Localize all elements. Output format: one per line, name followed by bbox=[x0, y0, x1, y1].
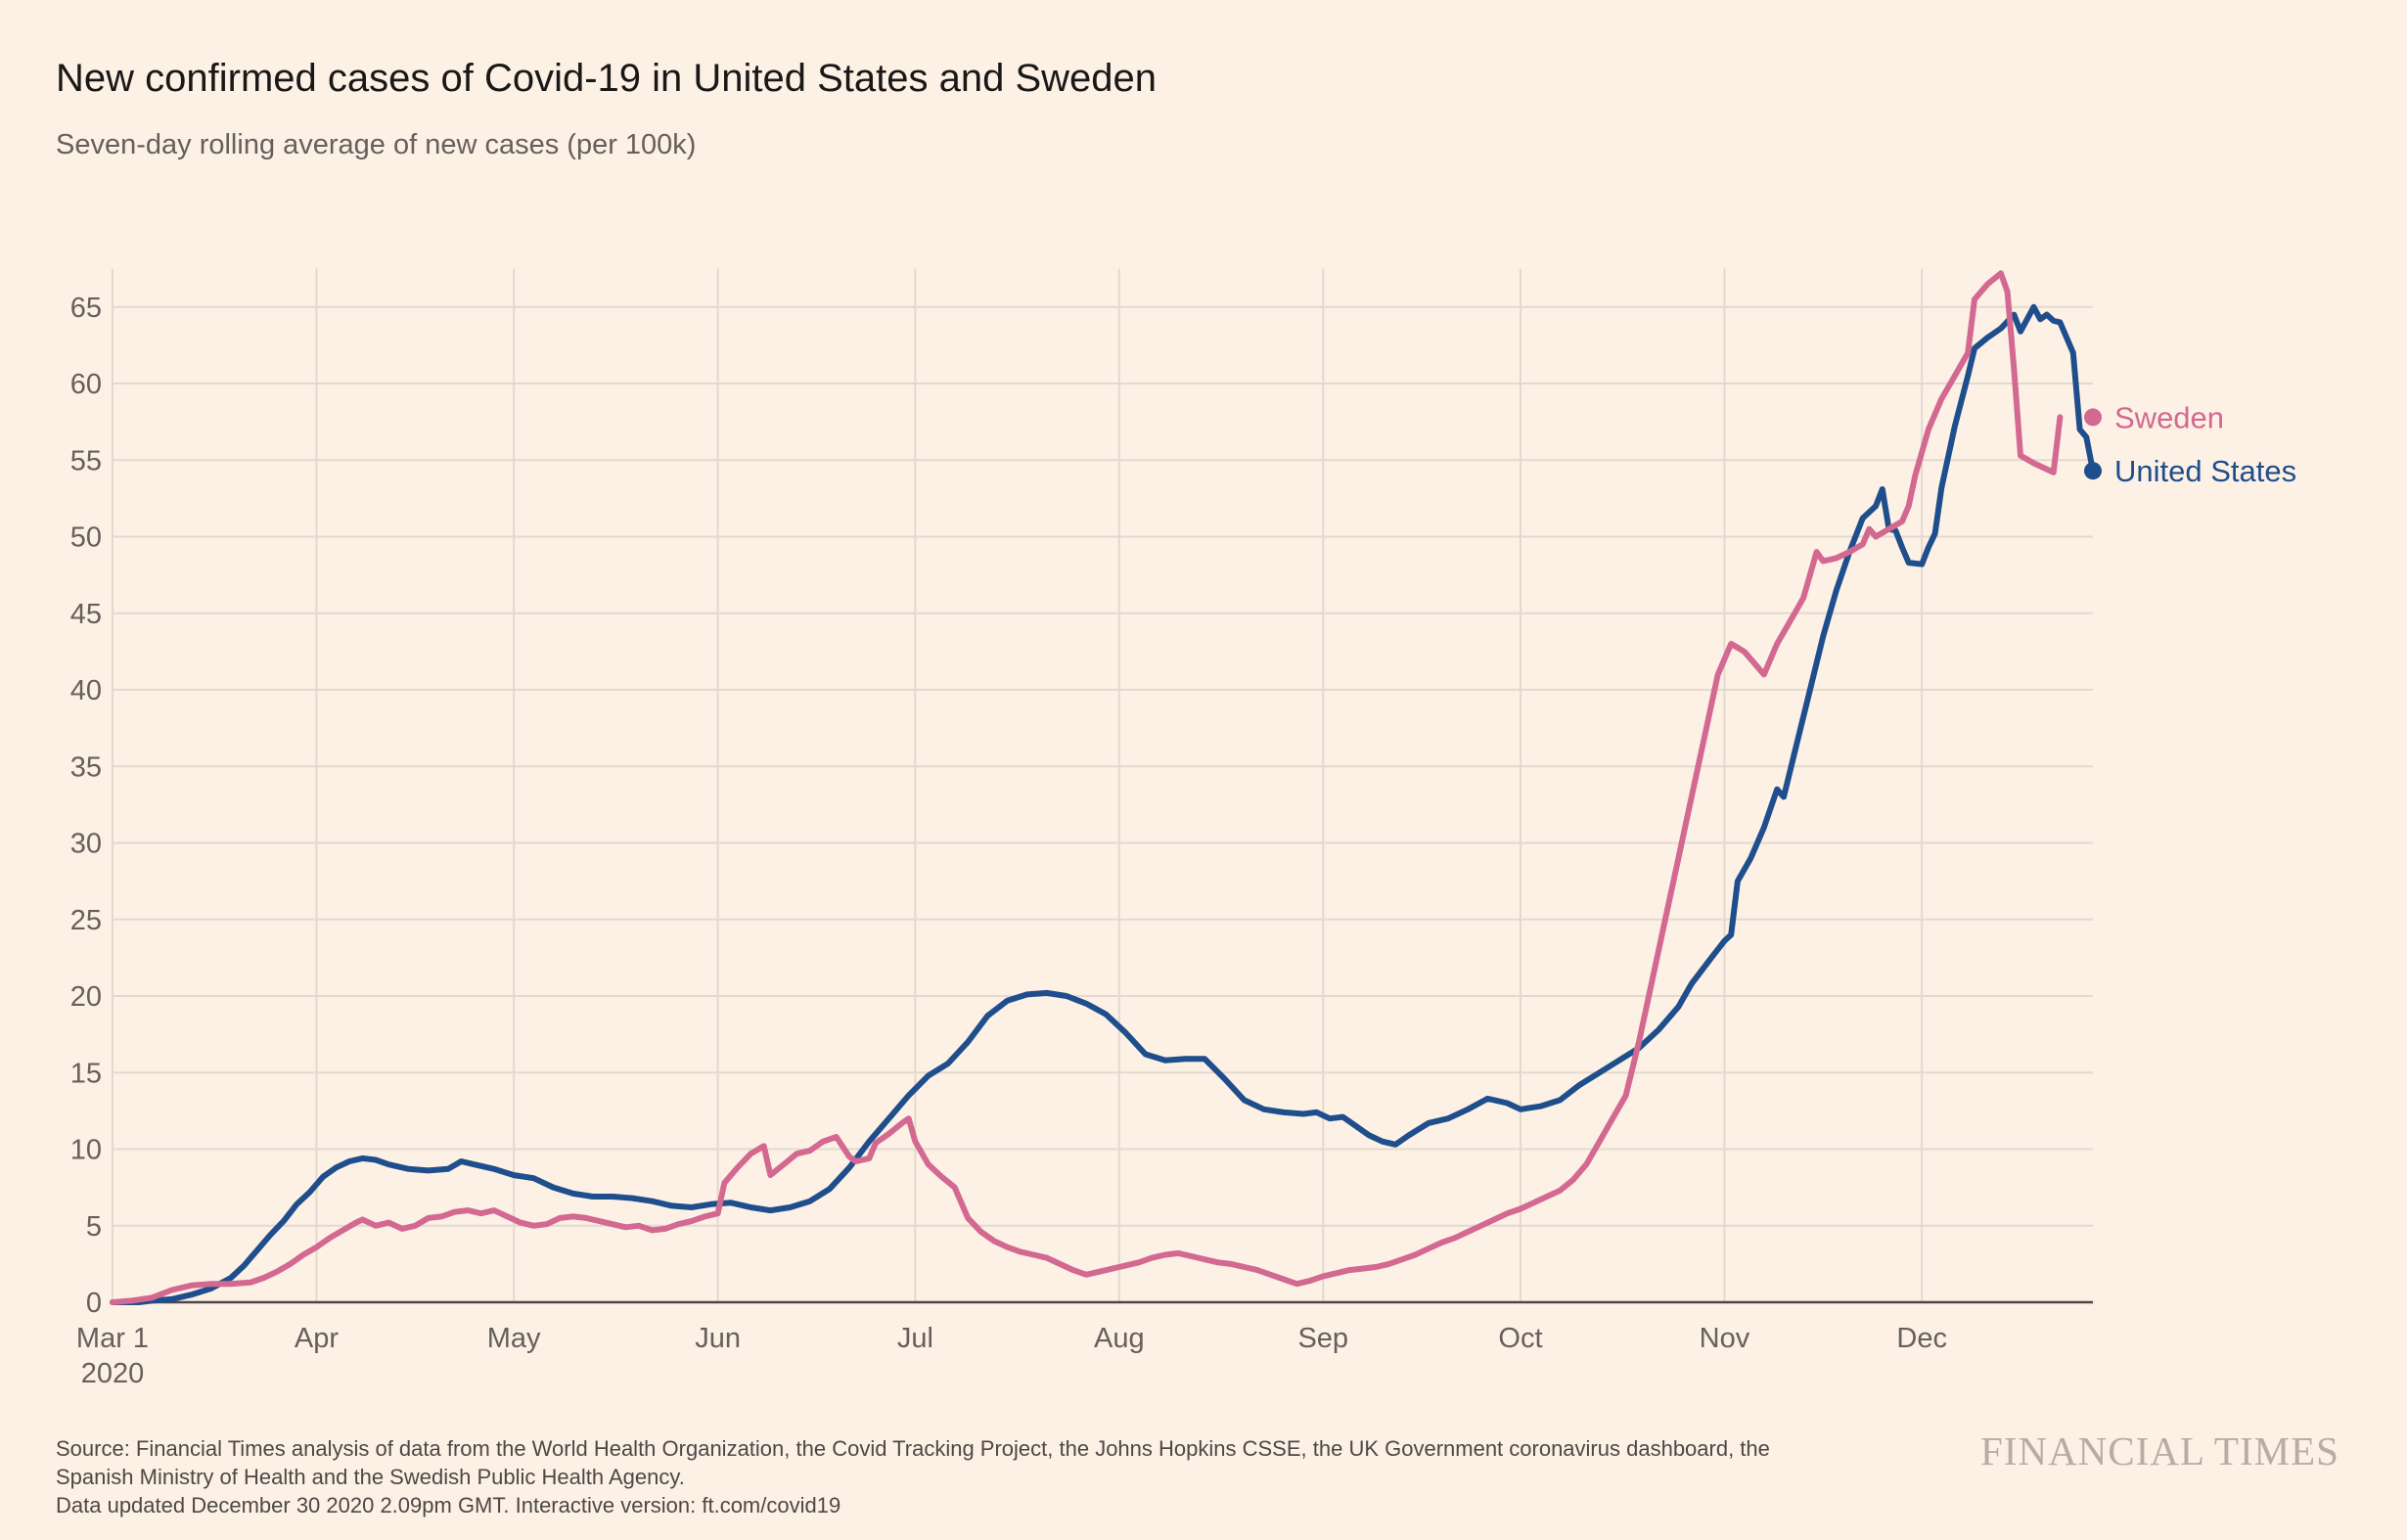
x-tick-sublabel: 2020 bbox=[81, 1358, 145, 1389]
source-line-1: Source: Financial Times analysis of data… bbox=[56, 1436, 1770, 1461]
y-tick-label-65: 65 bbox=[70, 293, 102, 324]
x-tick-label: Mar 1 bbox=[76, 1323, 149, 1354]
series-labels: United States Sweden bbox=[2084, 400, 2296, 488]
x-tick-label: Aug bbox=[1094, 1323, 1145, 1354]
source-line-2: Spanish Ministry of Health and the Swedi… bbox=[56, 1465, 685, 1489]
x-tick-label: Jul bbox=[897, 1323, 933, 1354]
y-tick-label-35: 35 bbox=[70, 751, 102, 783]
x-tick-label: Jun bbox=[695, 1323, 741, 1354]
chart-subtitle: Seven-day rolling average of new cases (… bbox=[56, 129, 697, 160]
financial-times-logo: FINANCIAL TIMES bbox=[1980, 1428, 2339, 1473]
series-label-united-states: United States bbox=[2114, 454, 2296, 488]
y-tick-label-55: 55 bbox=[70, 445, 102, 476]
series-lines bbox=[110, 270, 2096, 1305]
gridlines bbox=[112, 268, 2093, 1304]
y-tick-label-60: 60 bbox=[70, 369, 102, 400]
y-tick-label-50: 50 bbox=[70, 522, 102, 554]
x-tick-label: Sep bbox=[1297, 1323, 1348, 1354]
y-tick-label-15: 15 bbox=[70, 1058, 102, 1089]
y-tick-label-45: 45 bbox=[70, 599, 102, 630]
series-label-sweden: Sweden bbox=[2114, 400, 2224, 434]
series-line-sweden bbox=[110, 270, 2064, 1305]
x-tick-label: Nov bbox=[1700, 1323, 1750, 1354]
x-tick-label: Dec bbox=[1896, 1323, 1947, 1354]
y-tick-label-0: 0 bbox=[86, 1288, 102, 1319]
y-tick-label-30: 30 bbox=[70, 829, 102, 860]
source-note: Source: Financial Times analysis of data… bbox=[56, 1434, 1915, 1519]
y-tick-label-25: 25 bbox=[70, 905, 102, 936]
x-tick-label: Oct bbox=[1498, 1323, 1542, 1354]
y-tick-label-5: 5 bbox=[86, 1211, 102, 1243]
y-tick-label-10: 10 bbox=[70, 1135, 102, 1166]
y-tick-label-20: 20 bbox=[70, 981, 102, 1013]
source-line-3: Data updated December 30 2020 2.09pm GMT… bbox=[56, 1493, 841, 1517]
x-tick-label: May bbox=[487, 1323, 541, 1354]
endpoint-marker-sweden bbox=[2084, 408, 2102, 427]
chart-title: New confirmed cases of Covid-19 in Unite… bbox=[56, 57, 1158, 100]
axis-ticks: 0 5 10 15 20 25 30 35 40 45 50 55 60 65 Mar 1 2020 Apr Ma… bbox=[70, 293, 1947, 1389]
x-tick-label: Apr bbox=[295, 1323, 339, 1354]
y-tick-label-40: 40 bbox=[70, 675, 102, 706]
series-line-united-states bbox=[110, 303, 2096, 1305]
endpoint-marker-united-states bbox=[2084, 462, 2102, 480]
